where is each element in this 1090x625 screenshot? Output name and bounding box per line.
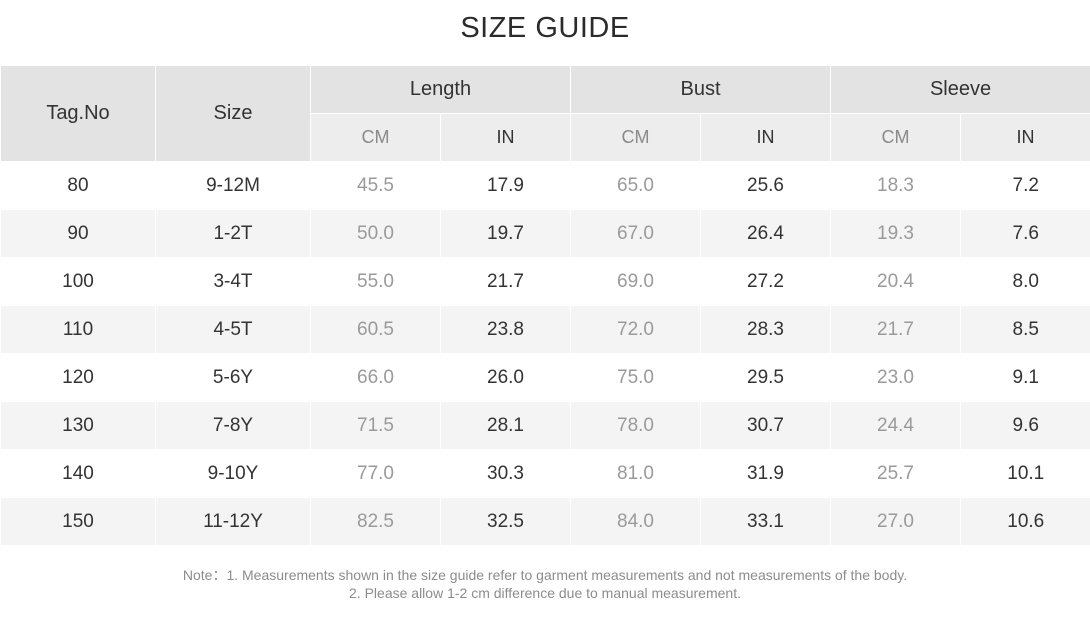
tag-no-cell: 120	[0, 353, 156, 402]
size-cell: 9-10Y	[155, 449, 311, 498]
sleeve-cm-cell: 27.0	[830, 497, 962, 546]
sleeve-in-cell: 9.6	[960, 401, 1090, 450]
size-cell: 11-12Y	[155, 497, 311, 546]
header-row-groups: Tag.No Size Length Bust Sleeve	[0, 65, 1090, 162]
bust-in-cell: 26.4	[700, 209, 832, 258]
page-title: SIZE GUIDE	[460, 12, 630, 44]
bust-cm-cell: 75.0	[570, 353, 702, 402]
length-in-cell: 19.7	[439, 209, 572, 258]
header-tag-no: Tag.No	[0, 65, 156, 162]
length-cm-cell: 55.0	[310, 257, 441, 306]
bust-in-cell: 30.7	[700, 401, 832, 450]
size-cell: 1-2T	[155, 209, 311, 258]
bust-cm-cell: 84.0	[570, 497, 702, 546]
sleeve-cm-cell: 21.7	[830, 305, 962, 354]
sleeve-in-cell: 9.1	[960, 353, 1090, 402]
sleeve-in-cell: 8.5	[960, 305, 1090, 354]
sleeve-in-cell: 10.6	[960, 497, 1090, 546]
tag-no-cell: 110	[0, 305, 156, 354]
length-cm-cell: 77.0	[310, 449, 441, 498]
note-line-2: 2. Please allow 1-2 cm difference due to…	[349, 585, 741, 601]
sleeve-in-cell: 10.1	[960, 449, 1090, 498]
header-length-cm: CM	[310, 113, 441, 162]
length-cm-cell: 45.5	[310, 161, 441, 210]
size-cell: 9-12M	[155, 161, 311, 210]
length-in-cell: 21.7	[439, 257, 572, 306]
length-in-cell: 17.9	[439, 161, 572, 210]
header-row-units: CM IN CM IN CM IN	[1, 113, 1090, 162]
sleeve-cm-cell: 18.3	[830, 161, 962, 210]
size-table: Tag.No Size Length Bust Sleeve CM IN CM …	[0, 65, 1090, 546]
bust-in-cell: 31.9	[700, 449, 832, 498]
header-size: Size	[155, 65, 311, 162]
bust-in-cell: 29.5	[700, 353, 832, 402]
table-row: 110 4-5T 60.5 23.8 72.0 28.3 21.7 8.5	[0, 305, 1090, 354]
sleeve-in-cell: 8.0	[960, 257, 1090, 306]
size-cell: 7-8Y	[155, 401, 311, 450]
table-row: 100 3-4T 55.0 21.7 69.0 27.2 20.4 8.0	[0, 257, 1090, 306]
note-line-1: Note：1. Measurements shown in the size g…	[182, 567, 908, 583]
bust-cm-cell: 65.0	[570, 161, 702, 210]
length-in-cell: 23.8	[439, 305, 572, 354]
sleeve-cm-cell: 20.4	[830, 257, 962, 306]
sleeve-cm-cell: 23.0	[830, 353, 962, 402]
header-length-in: IN	[439, 113, 572, 162]
tag-no-cell: 140	[0, 449, 156, 498]
bust-cm-cell: 72.0	[570, 305, 702, 354]
length-in-cell: 30.3	[439, 449, 572, 498]
sleeve-cm-cell: 24.4	[830, 401, 962, 450]
length-in-cell: 26.0	[439, 353, 572, 402]
length-cm-cell: 66.0	[310, 353, 441, 402]
sleeve-cm-cell: 25.7	[830, 449, 962, 498]
tag-no-cell: 80	[0, 161, 156, 210]
bust-in-cell: 27.2	[700, 257, 832, 306]
table-row: 140 9-10Y 77.0 30.3 81.0 31.9 25.7 10.1	[0, 449, 1090, 498]
size-cell: 5-6Y	[155, 353, 311, 402]
tag-no-cell: 150	[0, 497, 156, 546]
sleeve-in-cell: 7.2	[960, 161, 1090, 210]
bust-cm-cell: 69.0	[570, 257, 702, 306]
bust-in-cell: 25.6	[700, 161, 832, 210]
length-cm-cell: 82.5	[310, 497, 441, 546]
sleeve-cm-cell: 19.3	[830, 209, 962, 258]
table-row: 130 7-8Y 71.5 28.1 78.0 30.7 24.4 9.6	[0, 401, 1090, 450]
tag-no-cell: 100	[0, 257, 156, 306]
length-in-cell: 28.1	[439, 401, 572, 450]
bust-cm-cell: 81.0	[570, 449, 702, 498]
header-bust: Bust	[570, 65, 832, 114]
header-sleeve: Sleeve	[830, 65, 1090, 114]
size-cell: 4-5T	[155, 305, 311, 354]
bust-in-cell: 28.3	[700, 305, 832, 354]
table-row: 120 5-6Y 66.0 26.0 75.0 29.5 23.0 9.1	[0, 353, 1090, 402]
table-row: 90 1-2T 50.0 19.7 67.0 26.4 19.3 7.6	[0, 209, 1090, 258]
header-bust-cm: CM	[570, 113, 702, 162]
bust-in-cell: 33.1	[700, 497, 832, 546]
length-cm-cell: 60.5	[310, 305, 441, 354]
table-row: 80 9-12M 45.5 17.9 65.0 25.6 18.3 7.2	[0, 161, 1090, 210]
length-cm-cell: 50.0	[310, 209, 441, 258]
header-sleeve-in: IN	[960, 113, 1090, 162]
header-length: Length	[309, 65, 572, 114]
length-cm-cell: 71.5	[310, 401, 441, 450]
bust-cm-cell: 78.0	[570, 401, 702, 450]
table-row: 150 11-12Y 82.5 32.5 84.0 33.1 27.0 10.6	[0, 497, 1090, 546]
length-in-cell: 32.5	[439, 497, 572, 546]
tag-no-cell: 130	[0, 401, 156, 450]
size-cell: 3-4T	[155, 257, 311, 306]
tag-no-cell: 90	[0, 209, 156, 258]
sleeve-in-cell: 7.6	[960, 209, 1090, 258]
measurement-note: Note：1. Measurements shown in the size g…	[0, 566, 1090, 602]
header-bust-in: IN	[700, 113, 832, 162]
bust-cm-cell: 67.0	[570, 209, 702, 258]
header-sleeve-cm: CM	[830, 113, 962, 162]
